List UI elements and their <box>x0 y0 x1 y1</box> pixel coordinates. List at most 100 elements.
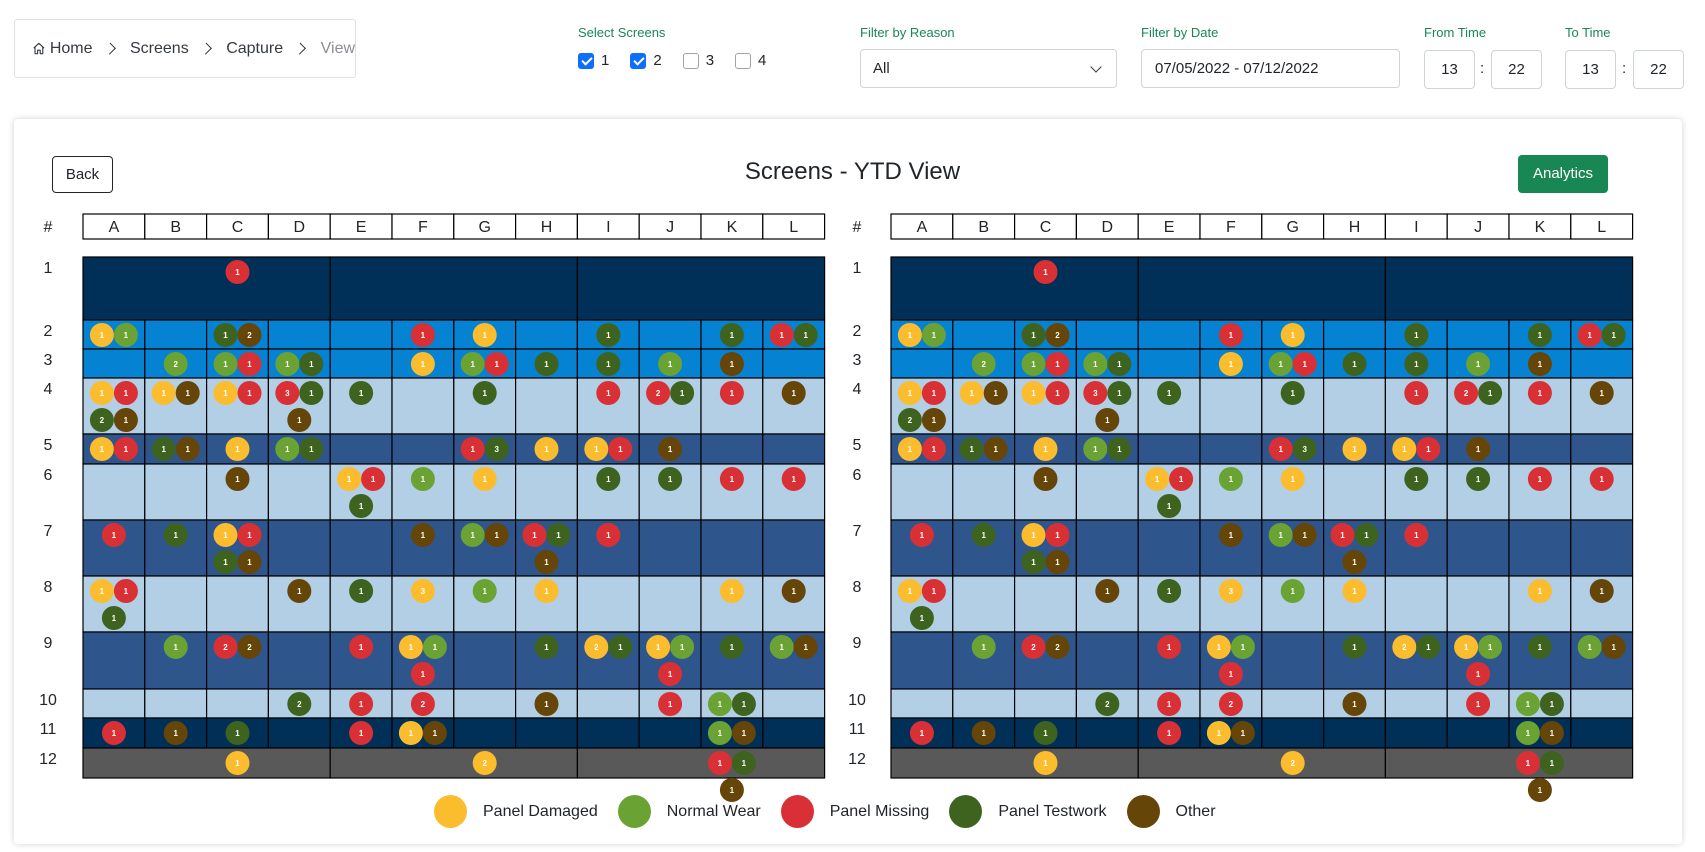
analytics-button[interactable]: Analytics <box>1518 155 1608 193</box>
grid-cell[interactable] <box>638 575 702 633</box>
panel-testwork-marker[interactable] <box>1601 323 1626 347</box>
other-marker[interactable] <box>422 721 447 745</box>
panel-testwork-marker[interactable] <box>909 606 934 630</box>
panel-testwork-marker[interactable] <box>596 467 621 491</box>
grid-cell[interactable] <box>576 575 640 633</box>
panel-missing-marker[interactable] <box>1169 467 1194 491</box>
grid-cell[interactable] <box>890 631 954 690</box>
panel-testwork-marker[interactable] <box>959 437 984 461</box>
panel-testwork-marker[interactable] <box>596 323 621 347</box>
panel-damaged-marker[interactable] <box>213 381 238 405</box>
panel-missing-marker[interactable] <box>1466 662 1491 686</box>
panel-testwork-marker[interactable] <box>1354 523 1379 547</box>
other-marker[interactable] <box>1230 721 1255 745</box>
other-marker[interactable] <box>1342 550 1367 574</box>
normal-wear-marker[interactable] <box>1268 523 1293 547</box>
panel-damaged-marker[interactable] <box>534 437 559 461</box>
panel-testwork-marker[interactable] <box>1095 692 1120 716</box>
panel-missing-marker[interactable] <box>658 662 683 686</box>
other-marker[interactable] <box>1589 579 1614 603</box>
panel-damaged-marker[interactable] <box>89 381 114 405</box>
panel-testwork-marker[interactable] <box>1527 635 1552 659</box>
normal-wear-marker[interactable] <box>658 352 683 376</box>
grid-cell[interactable] <box>1384 747 1634 779</box>
other-marker[interactable] <box>1292 523 1317 547</box>
panel-damaged-marker[interactable] <box>959 381 984 405</box>
grid-cell[interactable] <box>391 377 455 435</box>
other-marker[interactable] <box>237 635 262 659</box>
grid-cell[interactable] <box>1013 688 1077 719</box>
normal-wear-marker[interactable] <box>1515 721 1540 745</box>
grid-cell[interactable] <box>514 463 578 521</box>
grid-cell[interactable] <box>329 319 393 350</box>
normal-wear-marker[interactable] <box>971 352 996 376</box>
to-minute-input[interactable]: 22 <box>1633 50 1684 89</box>
panel-missing-marker[interactable] <box>1454 381 1479 405</box>
panel-testwork-marker[interactable] <box>719 635 744 659</box>
grid-cell[interactable] <box>890 747 1139 779</box>
panel-missing-marker[interactable] <box>1404 381 1429 405</box>
grid-cell[interactable] <box>1322 377 1386 435</box>
grid-cell[interactable] <box>82 688 146 719</box>
panel-missing-marker[interactable] <box>237 352 262 376</box>
reason-select[interactable]: All <box>860 49 1117 88</box>
grid-cell[interactable] <box>144 688 208 719</box>
panel-testwork-marker[interactable] <box>534 352 559 376</box>
panel-missing-marker[interactable] <box>349 635 374 659</box>
panel-damaged-marker[interactable] <box>225 437 250 461</box>
panel-testwork-marker[interactable] <box>731 751 756 775</box>
panel-missing-marker[interactable] <box>225 260 250 284</box>
normal-wear-marker[interactable] <box>1280 579 1305 603</box>
normal-wear-marker[interactable] <box>163 352 188 376</box>
other-marker[interactable] <box>175 437 200 461</box>
panel-damaged-marker[interactable] <box>1342 437 1367 461</box>
other-marker[interactable] <box>983 437 1008 461</box>
normal-wear-marker[interactable] <box>1466 352 1491 376</box>
grid-cell[interactable] <box>762 519 826 577</box>
panel-testwork-marker[interactable] <box>1404 352 1429 376</box>
panel-missing-marker[interactable] <box>460 437 485 461</box>
other-marker[interactable] <box>237 550 262 574</box>
other-marker[interactable] <box>658 437 683 461</box>
grid-cell[interactable] <box>267 463 331 521</box>
grid-cell[interactable] <box>144 319 208 350</box>
grid-cell[interactable] <box>267 319 331 350</box>
normal-wear-marker[interactable] <box>1230 635 1255 659</box>
grid-cell[interactable] <box>82 256 331 321</box>
grid-cell[interactable] <box>82 463 146 521</box>
other-marker[interactable] <box>1342 692 1367 716</box>
grid-cell[interactable] <box>762 717 826 749</box>
panel-testwork-marker[interactable] <box>534 635 559 659</box>
normal-wear-marker[interactable] <box>1515 692 1540 716</box>
panel-missing-marker[interactable] <box>719 381 744 405</box>
panel-testwork-marker[interactable] <box>1021 550 1046 574</box>
panel-testwork-marker[interactable] <box>1466 467 1491 491</box>
panel-damaged-marker[interactable] <box>1527 579 1552 603</box>
breadcrumb-capture[interactable]: Capture <box>226 39 284 57</box>
panel-damaged-marker[interactable] <box>1218 579 1243 603</box>
grid-cell[interactable] <box>453 631 517 690</box>
panel-missing-marker[interactable] <box>707 751 732 775</box>
grid-cell[interactable] <box>1508 433 1572 465</box>
other-marker[interactable] <box>781 579 806 603</box>
other-marker[interactable] <box>534 692 559 716</box>
grid-cell[interactable] <box>1075 319 1139 350</box>
panel-missing-marker[interactable] <box>1157 721 1182 745</box>
panel-missing-marker[interactable] <box>596 381 621 405</box>
panel-testwork-marker[interactable] <box>793 323 818 347</box>
panel-damaged-marker[interactable] <box>89 437 114 461</box>
normal-wear-marker[interactable] <box>1268 352 1293 376</box>
panel-missing-marker[interactable] <box>484 352 509 376</box>
panel-damaged-marker[interactable] <box>1021 523 1046 547</box>
to-hour-input[interactable]: 13 <box>1565 50 1616 89</box>
grid-cell[interactable] <box>1570 433 1634 465</box>
grid-cell[interactable] <box>206 575 270 633</box>
grid-cell[interactable] <box>890 688 954 719</box>
panel-damaged-marker[interactable] <box>1280 751 1305 775</box>
screen-2-checkbox[interactable]: 2 <box>630 52 662 69</box>
grid-cell[interactable] <box>453 688 517 719</box>
panel-damaged-marker[interactable] <box>1021 381 1046 405</box>
normal-wear-marker[interactable] <box>1021 352 1046 376</box>
panel-testwork-marker[interactable] <box>1342 635 1367 659</box>
grid-cell[interactable] <box>329 747 579 779</box>
